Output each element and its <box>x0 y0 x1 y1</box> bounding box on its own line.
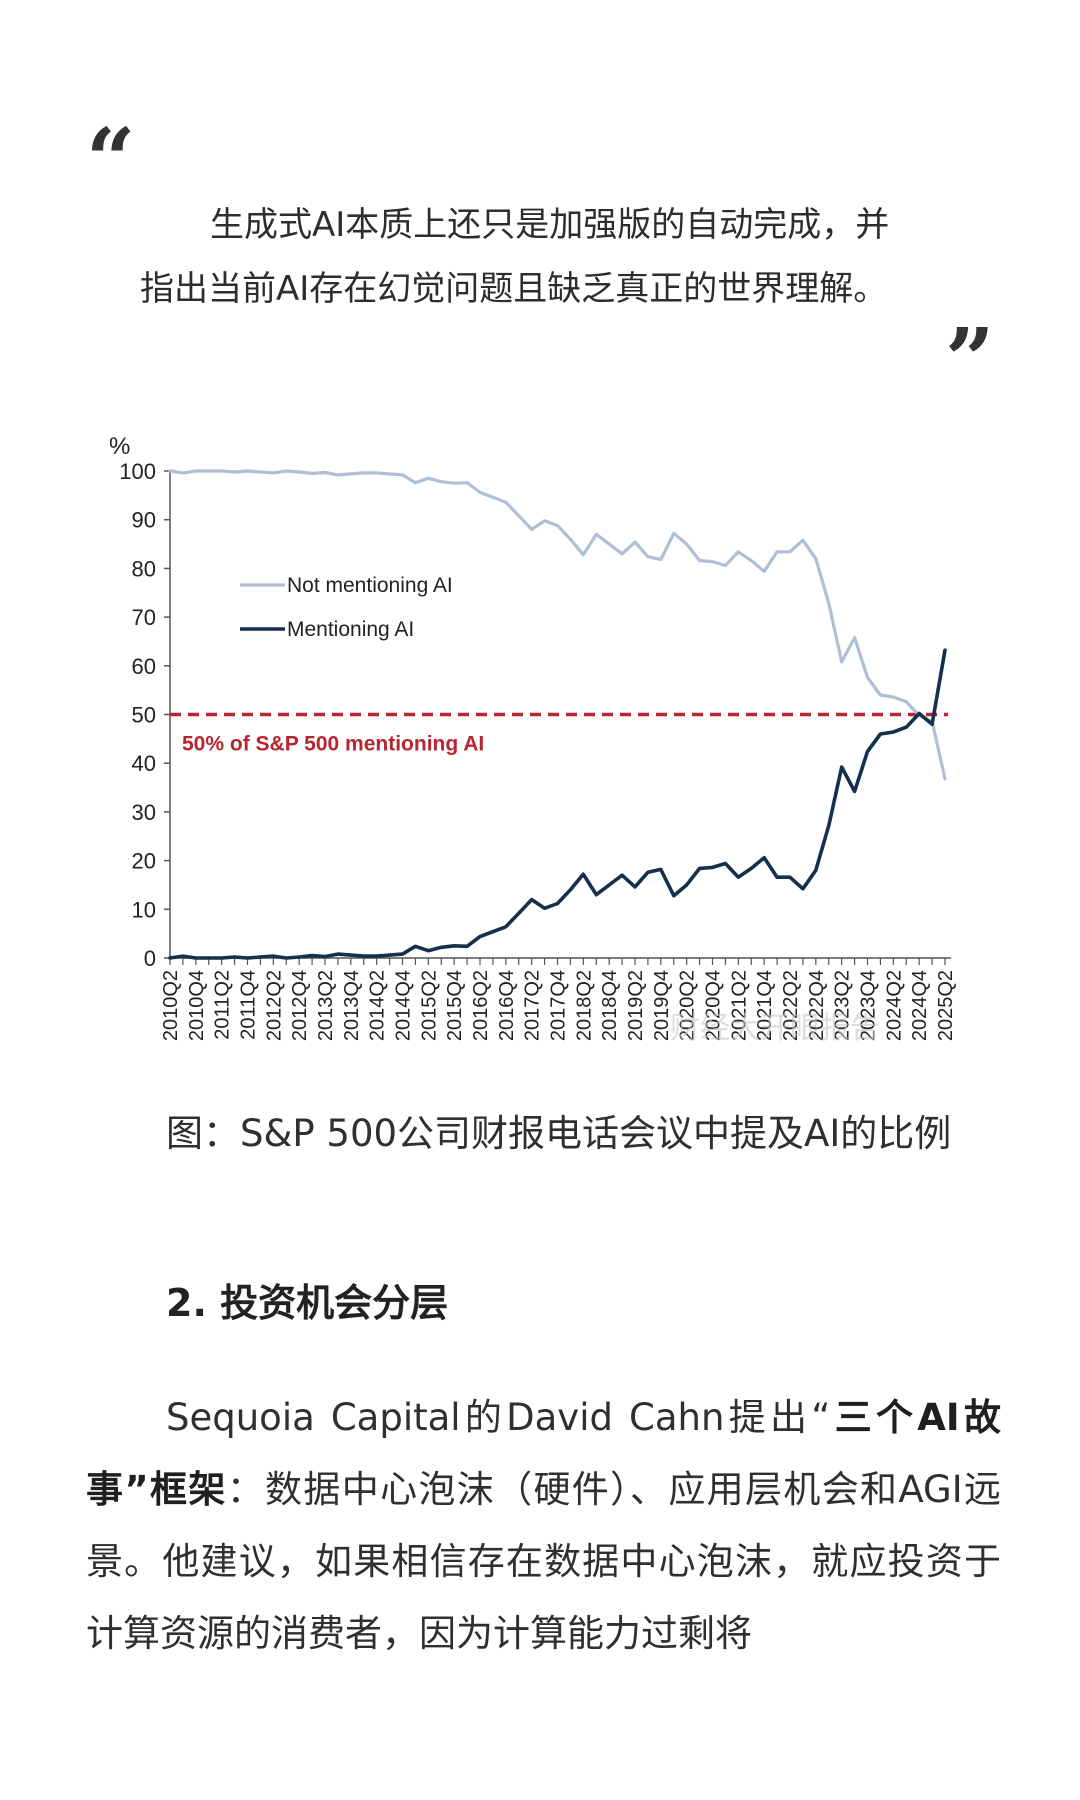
legend-label-mentioning-ai: Mentioning AI <box>287 618 414 641</box>
reference-line-label: 50% of S&P 500 mentioning AI <box>182 733 484 756</box>
legend-label-not-mentioning-ai: Not mentioning AI <box>287 574 453 597</box>
y-tick-label: 50 <box>132 703 156 728</box>
open-quote-mark: “ <box>86 110 136 211</box>
x-tick-label: 2010Q2 <box>160 970 182 1041</box>
body-paragraph: Sequoia Capital的David Cahn提出“三个AI故事”框架：数… <box>86 1382 1001 1670</box>
y-tick-label: 90 <box>132 508 156 533</box>
x-tick-label: 2017Q2 <box>522 970 544 1041</box>
y-tick-label: 0 <box>144 946 156 971</box>
x-tick-label: 2019Q2 <box>625 970 647 1041</box>
y-tick-label: 10 <box>132 897 156 922</box>
y-tick-label: 30 <box>132 800 156 825</box>
figure-caption: 图：S&P 500公司财报电话会议中提及AI的比例 <box>166 1112 952 1155</box>
x-tick-label: 2016Q4 <box>496 970 518 1041</box>
series-line-mentioning-ai <box>168 648 947 960</box>
x-tick-label: 2013Q2 <box>315 970 337 1041</box>
x-tick-label: 2018Q4 <box>599 970 621 1041</box>
x-tick-label: 2021Q4 <box>754 970 776 1041</box>
x-tick-label: 2023Q4 <box>858 970 880 1041</box>
x-tick-label: 2012Q4 <box>289 970 311 1041</box>
close-quote-mark: ” <box>945 310 995 411</box>
x-tick-label: 2018Q2 <box>573 970 595 1041</box>
y-tick-label: 40 <box>132 751 156 776</box>
x-tick-label: 2015Q4 <box>444 970 466 1041</box>
x-tick-label: 2022Q2 <box>780 970 802 1041</box>
x-tick-label: 2014Q2 <box>367 970 389 1041</box>
series-line-not-mentioning-ai <box>168 469 947 781</box>
x-tick-label: 2014Q4 <box>393 970 415 1041</box>
section-title: 2. 投资机会分层 <box>166 1281 449 1325</box>
x-tick-label: 2024Q4 <box>909 970 931 1041</box>
x-tick-label: 2023Q2 <box>832 970 854 1041</box>
y-tick-label: 60 <box>132 654 156 679</box>
y-tick-label: 100 <box>119 459 156 484</box>
x-tick-label: 2022Q4 <box>806 970 828 1041</box>
x-tick-label: 2020Q2 <box>677 970 699 1041</box>
pull-quote: 生成式AI本质上还只是加强版的自动完成，并 指出当前AI存在幻觉问题且缺乏真正的… <box>100 193 980 321</box>
x-tick-label: 2024Q2 <box>883 970 905 1041</box>
x-tick-label: 2021Q2 <box>728 970 750 1041</box>
x-tick-label: 2016Q2 <box>470 970 492 1041</box>
y-tick-label: 70 <box>132 605 156 630</box>
x-tick-label: 2025Q2 <box>935 970 957 1041</box>
body-text-after-bold: ：数据中心泡沫（硬件）、应用层机会和AGI远景。他建议，如果相信存在数据中心泡沫… <box>86 1468 1001 1655</box>
x-tick-label: 2011Q2 <box>212 970 234 1040</box>
quote-line-2: 指出当前AI存在幻觉问题且缺乏真正的世界理解。 <box>140 269 888 309</box>
quote-line-1: 生成式AI本质上还只是加强版的自动完成，并 <box>210 205 890 245</box>
y-tick-label: 20 <box>132 849 156 874</box>
x-tick-label: 2019Q4 <box>651 970 673 1041</box>
y-tick-label: 80 <box>132 556 156 581</box>
watermark: 财经大开眼报告 <box>670 1011 880 1046</box>
x-tick-label: 2010Q4 <box>186 970 208 1041</box>
x-tick-label: 2015Q2 <box>418 970 440 1041</box>
x-tick-label: 2011Q4 <box>238 970 260 1040</box>
x-tick-label: 2020Q4 <box>703 970 725 1041</box>
body-text-before-bold: Sequoia Capital的David Cahn提出“ <box>166 1396 831 1439</box>
y-axis-label: % <box>109 433 130 460</box>
body-text-bold: 三个AI故事”框架 <box>86 1396 1001 1511</box>
x-tick-label: 2013Q4 <box>341 970 363 1041</box>
x-tick-label: 2012Q2 <box>263 970 285 1041</box>
x-tick-label: 2017Q4 <box>548 970 570 1041</box>
